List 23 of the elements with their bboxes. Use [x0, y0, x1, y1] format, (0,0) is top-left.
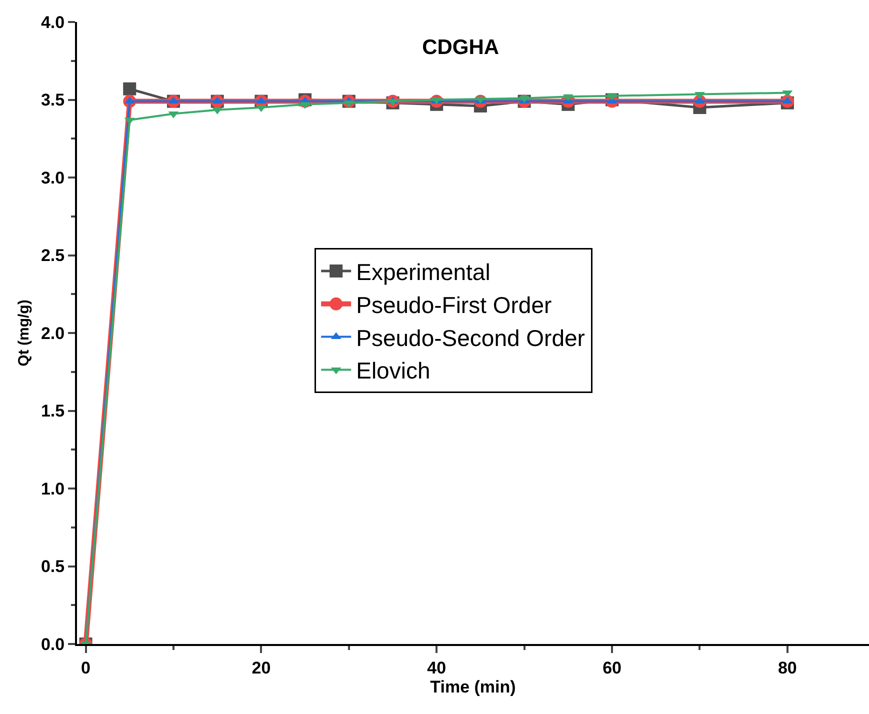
text: CDGHA [422, 36, 500, 59]
y-tick-label: 3.0 [40, 168, 65, 188]
y-tick-label: 0.0 [40, 634, 65, 654]
y-tick-label: 2.5 [40, 246, 65, 266]
y-tick-label: 0.5 [40, 557, 65, 576]
y-tick-label: 2.0 [40, 324, 65, 343]
x-axis-title: Time (min) [430, 677, 516, 696]
x-tick-label: 60 [602, 658, 622, 678]
y-axis-title: Qt (mg/g) [16, 300, 33, 366]
legend-label: Pseudo-First Order [356, 292, 552, 318]
x-tick-label: 80 [778, 658, 797, 678]
point [694, 96, 705, 104]
y-tick-label: 3.5 [40, 90, 65, 110]
point [123, 82, 136, 96]
legend-label: Pseudo-Second Order [356, 324, 586, 351]
legend-label: Experimental [356, 258, 490, 285]
x-tick-label: 20 [252, 658, 271, 678]
x-tick-label: 0 [81, 658, 91, 678]
y-tick-label: 1.5 [40, 402, 65, 421]
legend-label: Elovich [356, 358, 430, 384]
x-tick-label: 40 [427, 658, 446, 678]
y-tick-label: 1.0 [40, 479, 65, 498]
y-tick-label: 4.0 [40, 12, 65, 32]
